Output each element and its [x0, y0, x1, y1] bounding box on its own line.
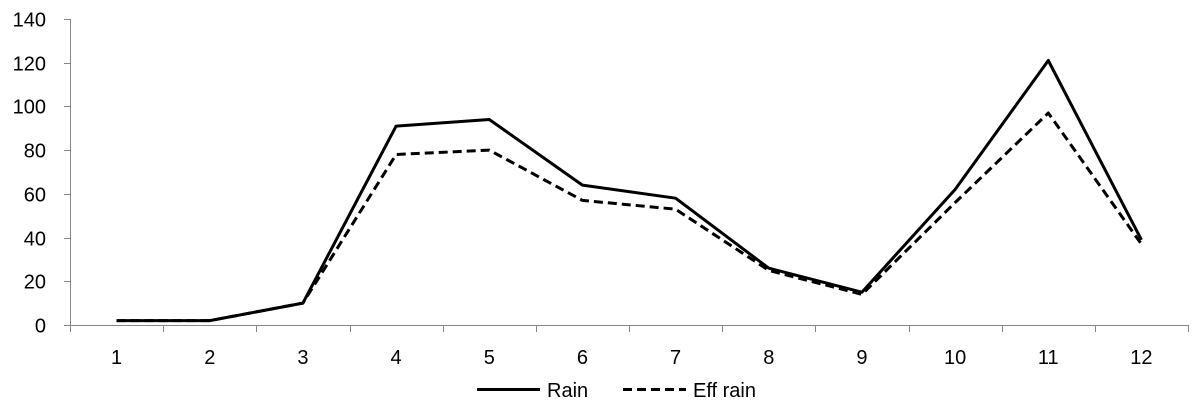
y-tick-label: 120 [13, 54, 46, 76]
y-tick-label: 0 [35, 316, 46, 338]
x-axis-tick-labels: 1 2 3 4 5 6 7 8 9 10 11 12 [111, 347, 1153, 369]
y-tick-label: 60 [24, 185, 46, 207]
y-tick-label: 80 [24, 141, 46, 163]
x-tick-label: 9 [856, 347, 867, 369]
x-tick-label: 6 [577, 347, 588, 369]
x-tick-label: 5 [484, 347, 495, 369]
x-tick-label: 7 [670, 347, 681, 369]
x-tick-label: 3 [297, 347, 308, 369]
x-tick-label: 10 [944, 347, 966, 369]
x-tick-label: 2 [204, 347, 215, 369]
x-tick-label: 11 [1038, 347, 1059, 369]
axes [64, 19, 1189, 332]
y-tick-label: 100 [13, 97, 46, 119]
y-tick-label: 20 [24, 272, 46, 294]
legend-label: Eff rain [693, 380, 756, 402]
series-lines [116, 59, 1143, 323]
x-tick-label: 8 [763, 347, 774, 369]
y-axis-tick-labels: 0 20 40 60 80 100 120 140 [13, 10, 46, 338]
series-line-rain [116, 59, 1143, 323]
x-tick-label: 4 [391, 347, 402, 369]
y-tick-label: 140 [13, 10, 46, 32]
x-tick-label: 12 [1130, 347, 1152, 369]
legend-label: Rain [547, 380, 588, 402]
y-tick-label: 40 [24, 229, 46, 251]
legend: Rain Eff rain [477, 380, 756, 402]
x-tick-label: 1 [111, 347, 122, 369]
